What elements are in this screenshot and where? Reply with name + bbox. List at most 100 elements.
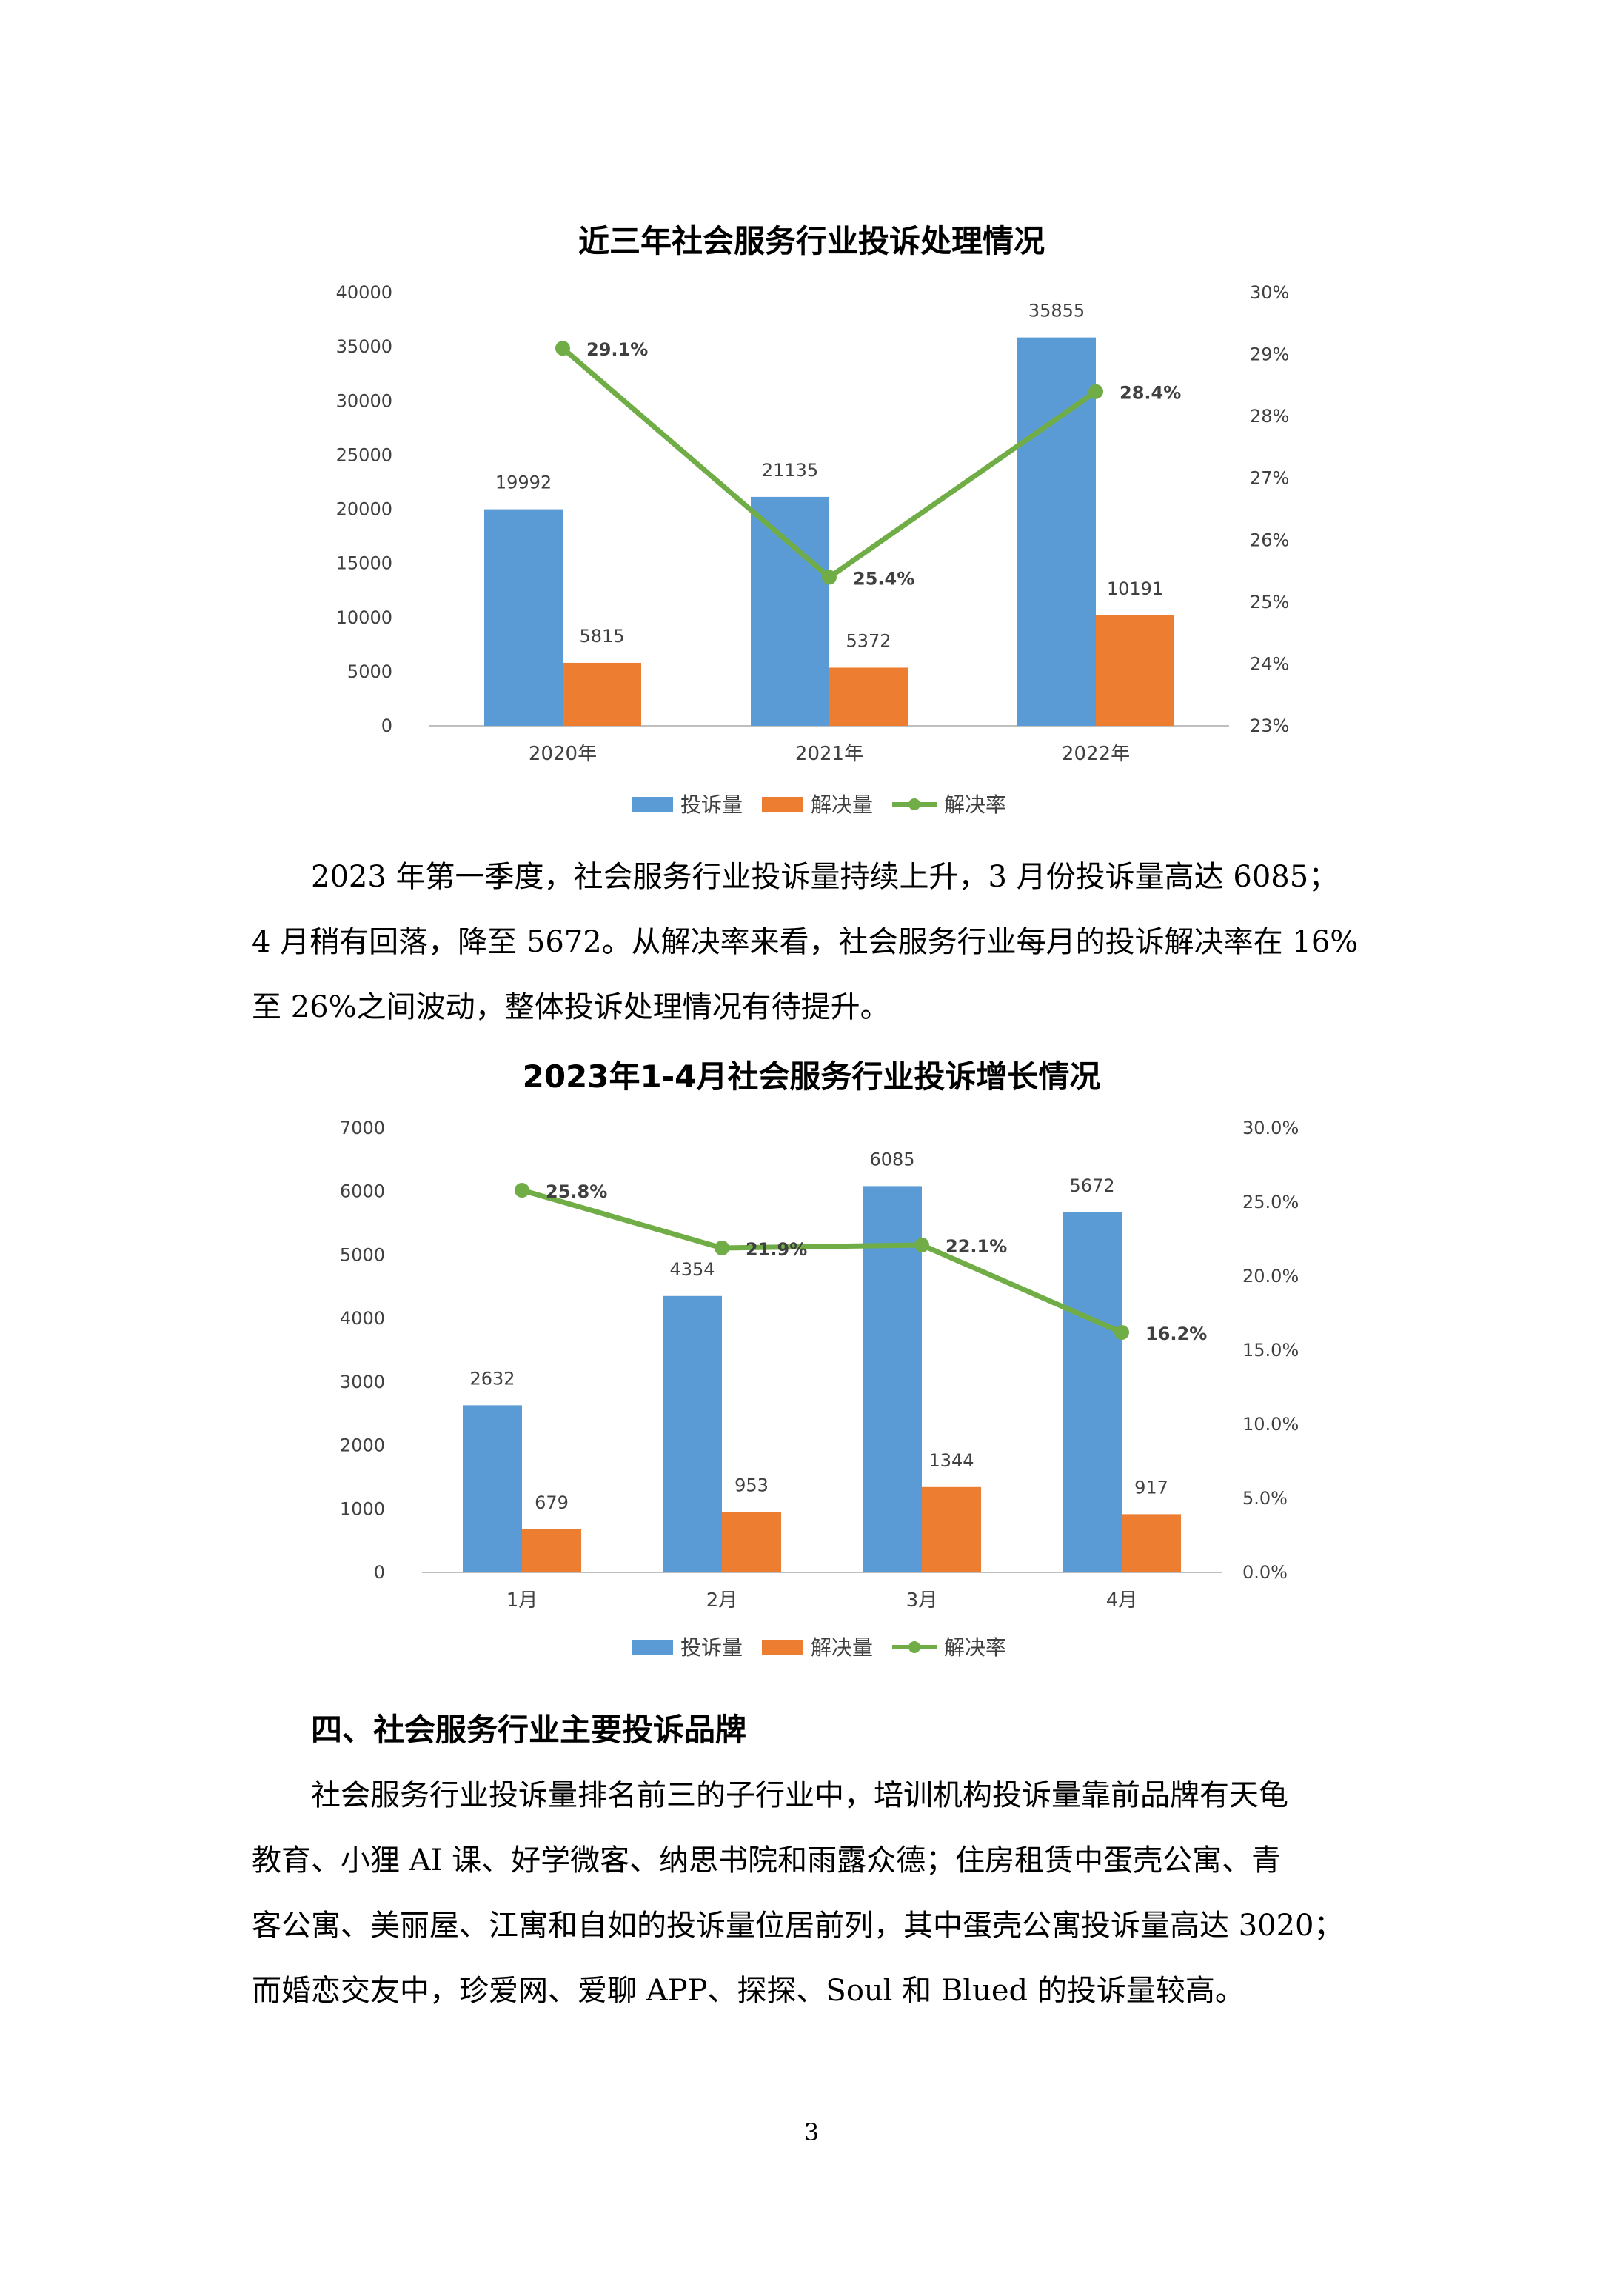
bar-data-label: 917 <box>1134 1477 1168 1498</box>
y-tick-label: 7000 <box>340 1118 385 1138</box>
y-tick-label: 20000 <box>336 499 392 520</box>
rate-point <box>914 1238 929 1252</box>
rate-data-label: 28.4% <box>1120 383 1181 404</box>
legend-swatch <box>762 1640 803 1655</box>
y2-tick-label: 24% <box>1250 653 1289 674</box>
rate-point <box>555 341 570 356</box>
bar-data-label: 10191 <box>1107 578 1163 599</box>
bar-data-label: 19992 <box>495 473 552 493</box>
y2-tick-label: 30% <box>1250 282 1289 303</box>
y2-tick-label: 20.0% <box>1242 1266 1299 1287</box>
legend-label: 解决率 <box>944 792 1006 817</box>
y2-tick-label: 26% <box>1250 530 1289 550</box>
bar-data-label: 35855 <box>1028 301 1085 321</box>
bar-complaints <box>1063 1212 1122 1572</box>
bar-complaints <box>484 509 563 726</box>
bar-data-label: 5372 <box>846 630 891 651</box>
y2-tick-label: 5.0% <box>1242 1488 1288 1509</box>
rate-data-label: 25.4% <box>853 568 914 589</box>
rate-data-label: 25.8% <box>546 1181 607 1202</box>
bar-complaints <box>863 1186 922 1572</box>
bar-data-label: 2632 <box>469 1368 515 1389</box>
y2-tick-label: 15.0% <box>1242 1340 1299 1361</box>
bar-resolved <box>563 662 641 726</box>
x-tick-label: 2020年 <box>529 743 597 765</box>
legend-label: 解决量 <box>811 1635 873 1660</box>
rate-point <box>822 570 837 585</box>
bar-complaints <box>751 496 829 726</box>
bar-complaints <box>663 1295 722 1572</box>
legend-label: 解决率 <box>944 1635 1006 1660</box>
rate-data-label: 16.2% <box>1145 1324 1207 1344</box>
rate-data-label: 22.1% <box>946 1236 1007 1257</box>
legend-label: 投诉量 <box>680 1635 743 1660</box>
x-tick-label: 2021年 <box>795 743 863 765</box>
y2-tick-label: 25% <box>1250 592 1289 613</box>
rate-point <box>515 1183 529 1198</box>
y2-tick-label: 30.0% <box>1242 1118 1299 1138</box>
y2-tick-label: 29% <box>1250 344 1289 365</box>
y-tick-label: 0 <box>374 1562 385 1583</box>
bar-resolved <box>1096 615 1174 726</box>
legend-swatch <box>632 1640 673 1655</box>
rate-point <box>1088 384 1103 399</box>
legend-marker <box>908 798 920 810</box>
y2-tick-label: 28% <box>1250 406 1289 427</box>
bar-data-label: 953 <box>734 1475 769 1495</box>
page-number: 3 <box>803 2118 820 2146</box>
bar-complaints <box>463 1405 522 1572</box>
chart1-complaints-three-years: 0 5000 10000 15000 20000 25000 30000 35000 40000… <box>336 282 1290 817</box>
section-heading: 四、社会服务行业主要投诉品牌 <box>311 1712 747 1748</box>
y-tick-label: 5000 <box>347 661 392 682</box>
chart2-monthly-2023: 0 1000 2000 3000 4000 5000 6000 7000 0.0% 5.0% 10.… <box>340 1118 1299 1660</box>
paragraph-line: 客公寓、美丽屋、江寓和自如的投诉量位居前列，其中蛋壳公寓投诉量高达 3020； <box>252 1909 1344 1943</box>
legend-marker <box>908 1641 920 1653</box>
y-tick-label: 15000 <box>336 553 392 574</box>
y2-tick-label: 27% <box>1250 468 1289 489</box>
y2-tick-label: 10.0% <box>1242 1414 1299 1435</box>
legend-label: 解决量 <box>811 792 873 817</box>
bar-data-label: 6085 <box>869 1149 914 1169</box>
resolution-rate-line <box>521 1187 1123 1335</box>
y2-tick-label: 23% <box>1250 715 1289 736</box>
y-tick-label: 10000 <box>336 607 392 628</box>
y-tick-label: 30000 <box>336 390 392 411</box>
x-tick-label: 4月 <box>1106 1589 1138 1612</box>
y-tick-label: 0 <box>381 715 392 736</box>
paragraph-line: 4 月稍有回落，降至 5672。从解决率来看，社会服务行业每月的投诉解决率在 1… <box>252 925 1359 959</box>
bar-resolved <box>522 1529 581 1572</box>
y-tick-label: 25000 <box>336 444 392 465</box>
rate-data-label: 21.9% <box>746 1239 807 1260</box>
y-tick-label: 40000 <box>336 282 392 303</box>
paragraph-q1-2023: 2023 年第一季度，社会服务行业投诉量持续上升，3 月份投诉量高达 6085；… <box>252 844 1407 1040</box>
bar-resolved <box>922 1486 981 1572</box>
bar-data-label: 5672 <box>1069 1175 1114 1196</box>
paragraph-line: 2023 年第一季度，社会服务行业投诉量持续上升，3 月份投诉量高达 6085； <box>311 860 1339 894</box>
paragraph-line: 而婚恋交友中，珍爱网、爱聊 APP、探探、Soul 和 Blued 的投诉量较高… <box>252 1974 1245 2008</box>
x-tick-label: 2月 <box>706 1589 738 1612</box>
legend-label: 投诉量 <box>680 792 743 817</box>
paragraph-line: 至 26%之间波动，整体投诉处理情况有待提升。 <box>252 990 890 1024</box>
bar-resolved <box>1122 1514 1181 1572</box>
legend-swatch <box>632 797 673 812</box>
paragraph-brands: 社会服务行业投诉量排名前三的子行业中，培训机构投诉量靠前品牌有天龟 教育、小狸 … <box>252 1763 1407 2023</box>
bar-data-label: 679 <box>535 1492 569 1513</box>
bar-data-label: 5815 <box>579 626 624 647</box>
x-tick-label: 3月 <box>906 1589 938 1612</box>
bar-complaints <box>1017 337 1096 727</box>
y-tick-label: 4000 <box>340 1308 385 1329</box>
bar-resolved <box>829 667 908 726</box>
x-tick-label: 2022年 <box>1062 743 1130 765</box>
y2-tick-label: 0.0% <box>1242 1562 1288 1583</box>
bar-resolved <box>722 1512 781 1572</box>
y-tick-label: 3000 <box>340 1372 385 1392</box>
legend-swatch <box>762 797 803 812</box>
bar-data-label: 1344 <box>928 1450 974 1471</box>
chart2-title: 2023年1-4月社会服务行业投诉增长情况 <box>522 1058 1101 1095</box>
y-tick-label: 5000 <box>340 1244 385 1265</box>
paragraph-line: 教育、小狸 AI 课、好学微客、纳思书院和雨露众德；住房租赁中蛋壳公寓、青 <box>252 1843 1282 1878</box>
x-tick-label: 1月 <box>506 1589 538 1612</box>
y-tick-label: 1000 <box>340 1498 385 1519</box>
rate-point <box>715 1241 729 1255</box>
bar-data-label: 4354 <box>669 1259 715 1280</box>
